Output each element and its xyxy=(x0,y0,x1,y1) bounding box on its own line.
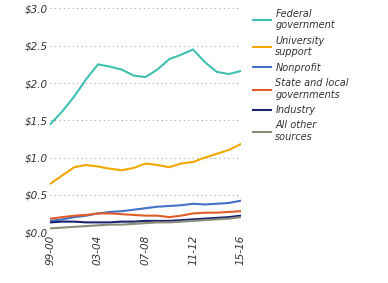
Legend: Federal
government, University
support, Nonprofit, State and local
governments, : Federal government, University support, … xyxy=(253,9,349,142)
